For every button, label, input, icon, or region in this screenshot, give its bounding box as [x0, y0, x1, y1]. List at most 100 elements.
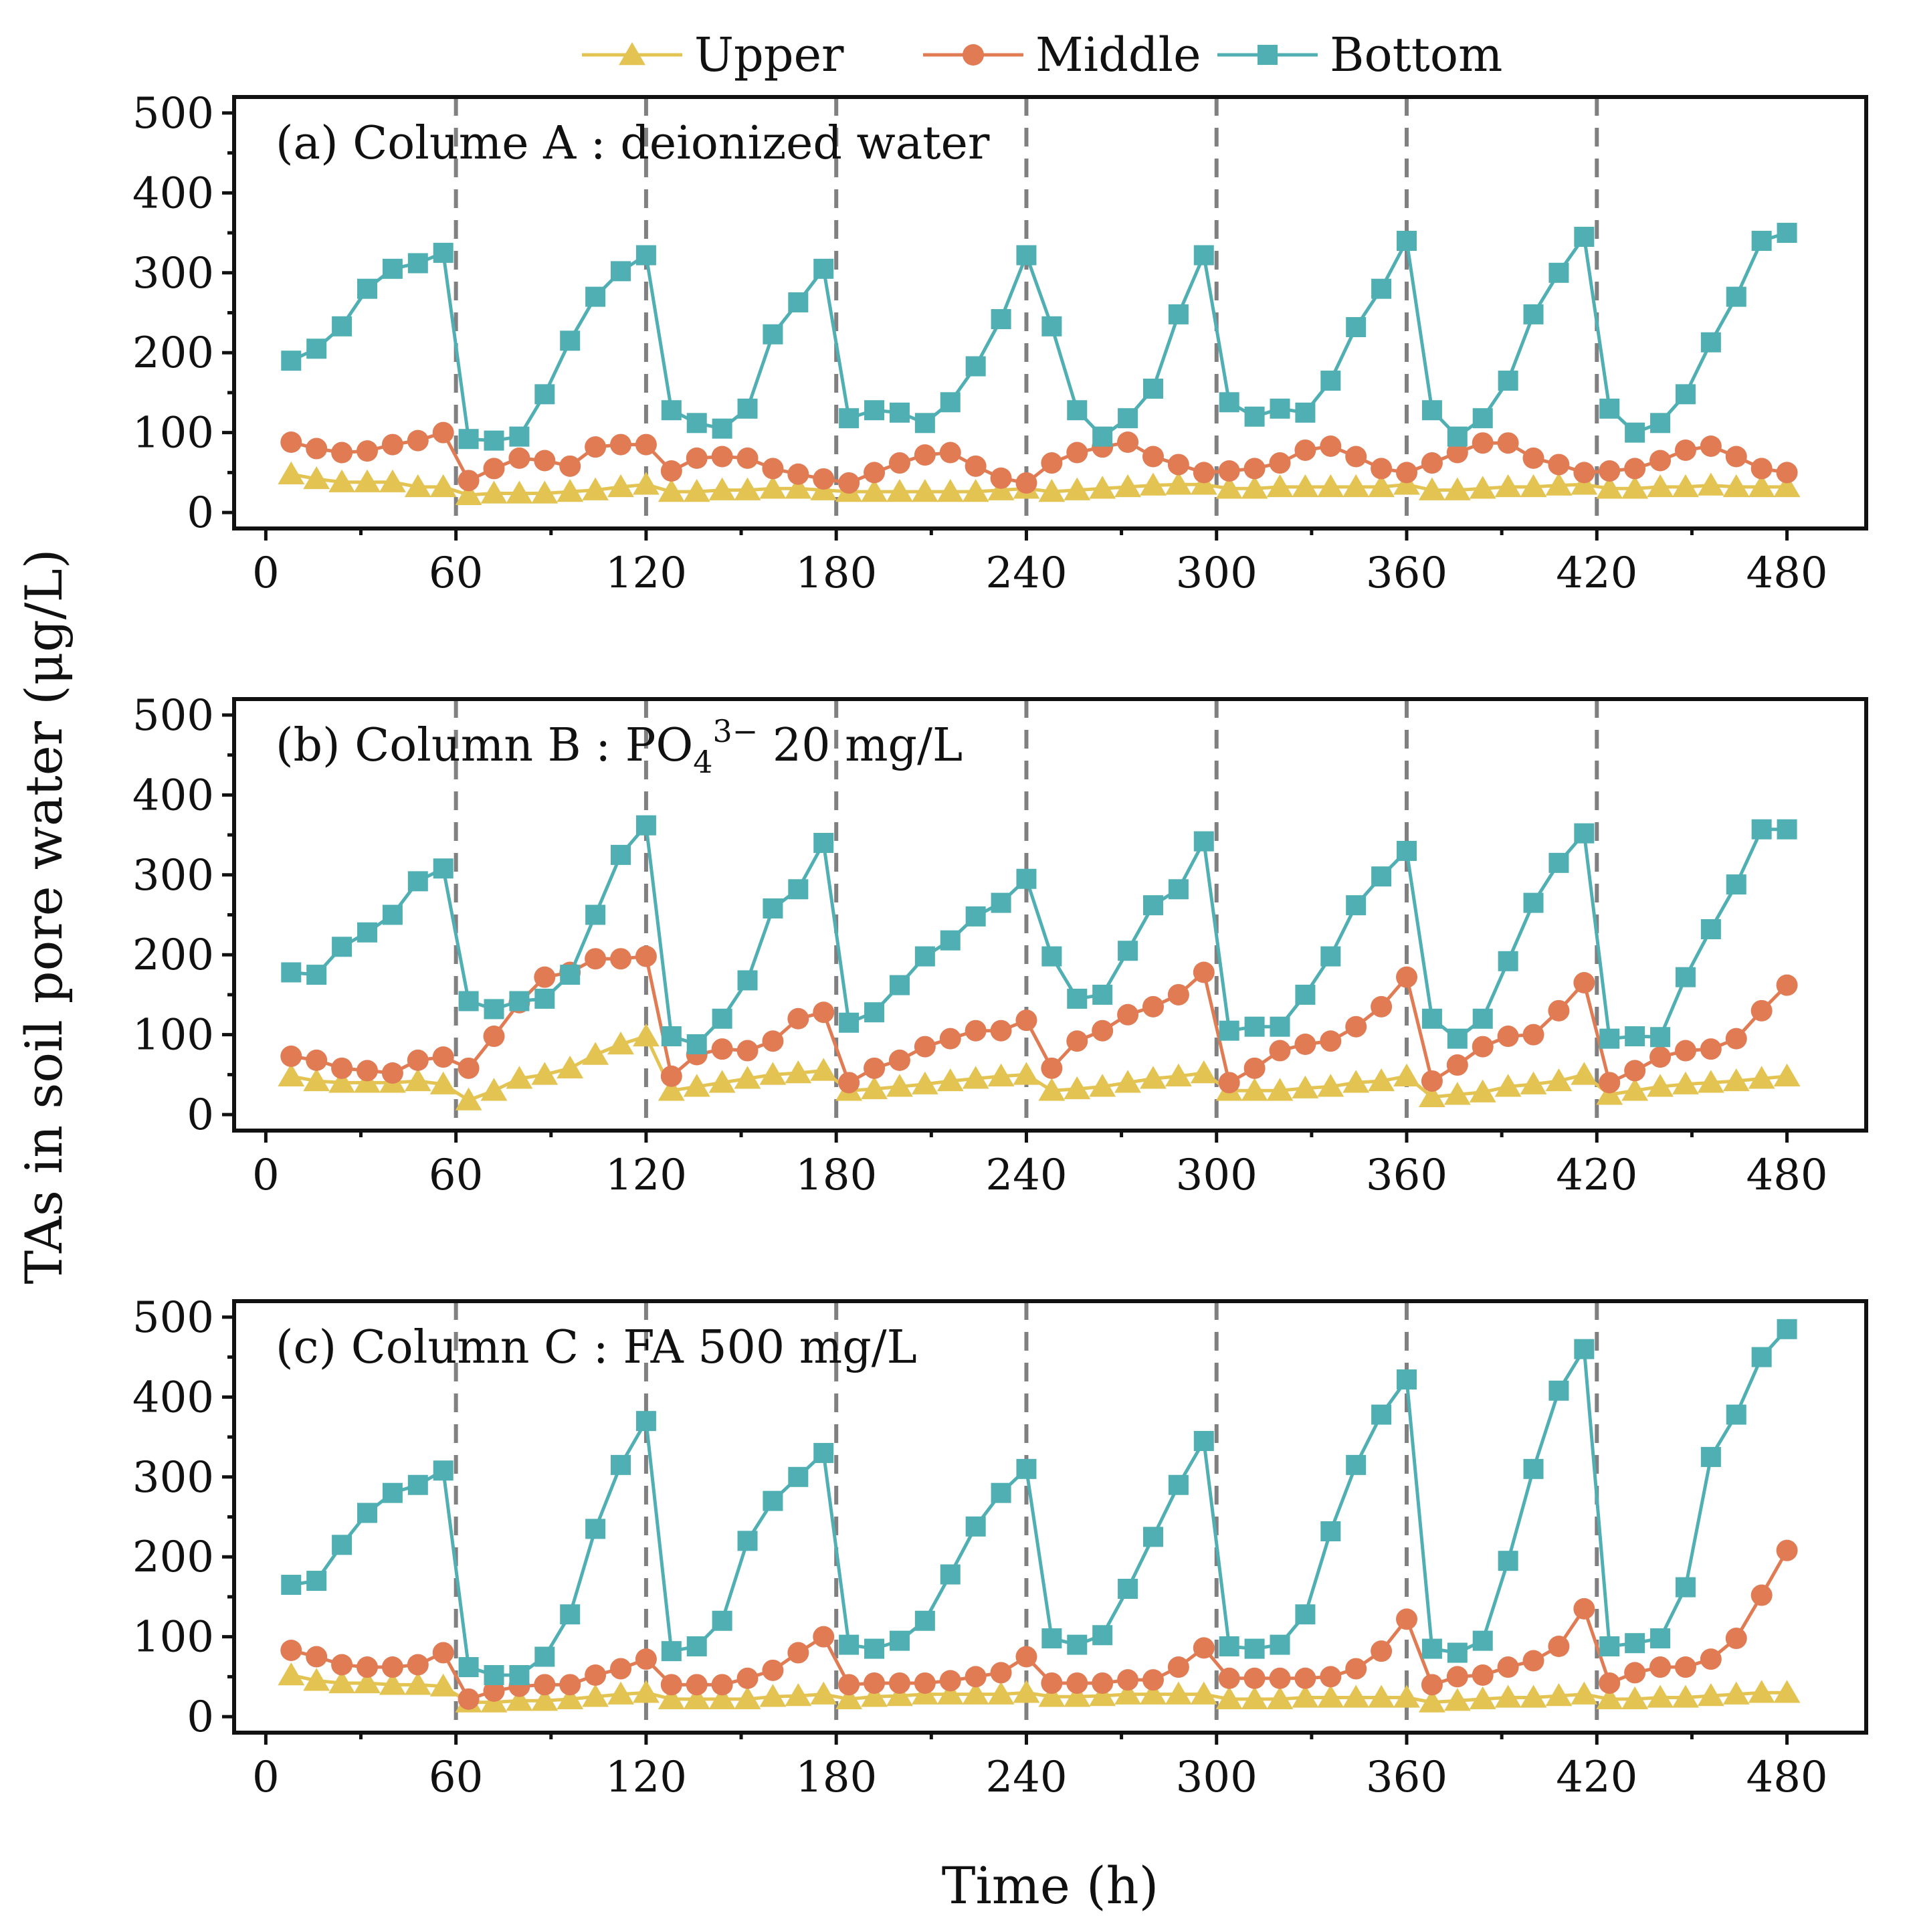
data-point	[1320, 1030, 1342, 1052]
data-point	[861, 1684, 888, 1707]
panel-title-superscript: 3−	[713, 713, 759, 749]
data-point	[560, 330, 581, 351]
data-point	[736, 447, 759, 469]
data-point	[1621, 1686, 1649, 1710]
data-point	[1142, 378, 1163, 399]
data-point	[1294, 439, 1316, 461]
data-point	[303, 1068, 330, 1092]
x-tick-label: 360	[1366, 1151, 1447, 1200]
data-point	[534, 988, 555, 1009]
data-point	[686, 1034, 707, 1054]
data-point	[483, 458, 505, 480]
data-point	[1013, 1062, 1040, 1085]
data-point	[1697, 1070, 1724, 1093]
data-point	[1545, 472, 1573, 496]
data-point	[483, 1026, 505, 1048]
y-tick-label: 200	[132, 328, 214, 378]
data-point	[864, 462, 886, 484]
data-point	[864, 1057, 886, 1079]
data-point	[1064, 477, 1091, 500]
data-point	[737, 970, 758, 991]
data-point	[785, 1683, 812, 1707]
data-point	[1674, 1040, 1696, 1062]
data-point	[991, 1482, 1011, 1503]
panel-title-main: (a) Colume A : deionized water	[276, 117, 990, 170]
data-point	[734, 1066, 761, 1089]
data-point	[838, 1072, 860, 1094]
data-point	[1726, 1404, 1746, 1425]
data-point	[506, 1066, 533, 1089]
data-point	[1751, 1347, 1772, 1367]
data-point	[1038, 1684, 1066, 1707]
data-point	[1393, 1063, 1420, 1086]
data-point	[506, 1688, 533, 1711]
data-point	[1371, 278, 1392, 299]
data-point	[1064, 1076, 1091, 1100]
data-point	[1494, 474, 1522, 498]
data-point	[1443, 477, 1471, 500]
data-point	[1118, 1579, 1138, 1599]
data-point	[508, 447, 530, 469]
y-tick-label: 500	[132, 89, 214, 138]
data-point	[509, 1665, 530, 1685]
data-point	[839, 1012, 860, 1033]
data-point	[407, 1654, 429, 1676]
data-point	[1548, 999, 1570, 1022]
data-point	[1421, 400, 1442, 421]
data-point	[610, 433, 632, 456]
data-point	[432, 421, 454, 444]
data-point	[1649, 1046, 1672, 1068]
plot-frame	[232, 1299, 1868, 1735]
y-axis-title: TAs in soil pore water (μg/L)	[14, 549, 74, 1284]
data-point	[303, 466, 330, 490]
data-point	[1750, 458, 1773, 480]
data-point	[785, 476, 812, 499]
series-bottom	[281, 223, 1797, 451]
panel-title: (b) Column B : PO43− 20 mg/L	[276, 713, 963, 780]
data-point	[458, 429, 479, 450]
data-point	[280, 431, 302, 453]
data-point	[458, 1057, 480, 1079]
data-point	[1599, 398, 1620, 419]
data-point	[1317, 474, 1344, 498]
y-tick-label: 300	[132, 1453, 214, 1503]
data-point	[1168, 879, 1189, 900]
data-point	[354, 1070, 381, 1093]
data-point	[559, 1674, 581, 1696]
data-point	[1725, 1028, 1747, 1050]
panel-title: (a) Colume A : deionized water	[276, 117, 990, 170]
data-point	[1748, 1066, 1775, 1089]
data-point	[635, 433, 657, 456]
data-point	[1294, 1034, 1316, 1055]
data-point	[306, 438, 328, 460]
data-point	[1777, 1319, 1797, 1339]
data-point	[1345, 446, 1367, 468]
data-point	[1064, 1684, 1091, 1707]
data-point	[683, 1686, 710, 1710]
data-point	[635, 245, 656, 266]
data-point	[1219, 1020, 1239, 1041]
data-point	[1066, 442, 1088, 464]
data-point	[1751, 231, 1772, 251]
data-point	[990, 467, 1012, 489]
data-point	[889, 402, 910, 423]
data-point	[1294, 1667, 1316, 1689]
data-point	[1165, 1063, 1192, 1086]
data-point	[1421, 1070, 1443, 1092]
data-point	[1574, 227, 1595, 248]
data-point	[864, 1672, 886, 1694]
y-tick-label: 500	[132, 691, 214, 741]
x-tick-label: 180	[795, 549, 877, 598]
data-point	[1140, 1066, 1167, 1089]
y-tick-label: 200	[132, 1533, 214, 1582]
data-point	[1700, 435, 1722, 457]
data-point	[356, 1060, 378, 1082]
data-point	[1725, 1628, 1747, 1650]
data-point	[1193, 462, 1215, 484]
data-point	[1443, 1082, 1471, 1105]
panel-b: 0 60 120 180 240 300 360 420 480 0 100 200 300 400 500…	[132, 691, 1868, 1200]
data-point	[1726, 874, 1746, 895]
data-point	[404, 474, 431, 498]
data-point	[1748, 1680, 1775, 1703]
data-point	[1647, 474, 1674, 498]
